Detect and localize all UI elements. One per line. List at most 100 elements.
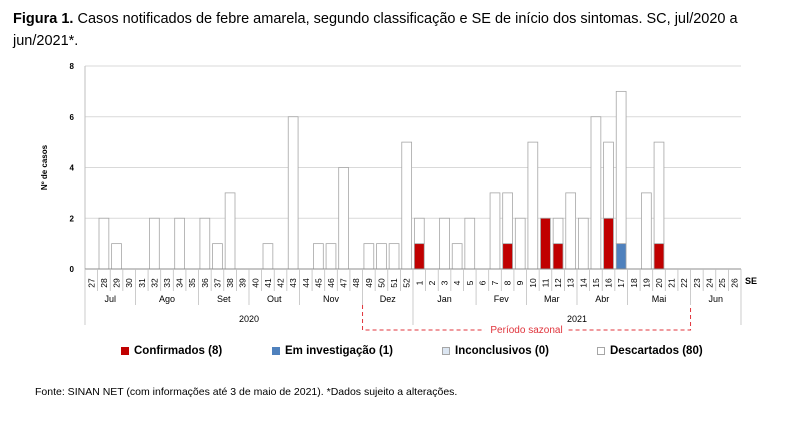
x-tick-label: 51 — [389, 278, 399, 288]
bar-confirmados-se-12 — [552, 243, 564, 270]
x-tick-label: 23 — [692, 278, 702, 288]
bar-descartados-se-4 — [451, 243, 463, 270]
x-tick-label: 30 — [124, 278, 134, 288]
bar-descartados-se-47 — [338, 167, 349, 270]
bar-descartados-se-28 — [98, 217, 110, 270]
legend-swatch-inconclusivos — [442, 347, 450, 355]
x-tick-label: 14 — [578, 278, 588, 288]
bar-descartados-se-9 — [514, 217, 526, 270]
bar-descartados-se-49 — [363, 243, 375, 270]
month-label-mai: Mai — [652, 294, 667, 304]
bar-descartados-se-13 — [565, 192, 577, 270]
seasonal-period-bracket — [362, 305, 692, 331]
bar-descartados-se-36 — [199, 217, 211, 270]
x-tick-label: 3 — [440, 280, 450, 285]
month-label-abr: Abr — [595, 294, 609, 304]
x-tick-label: 15 — [591, 278, 601, 288]
x-tick-label: 29 — [112, 278, 122, 288]
seasonal-period-label: Período sazonal — [490, 325, 562, 336]
x-tick-label: 22 — [679, 278, 689, 288]
x-tick-label: 52 — [402, 278, 412, 288]
x-tick-label: 36 — [200, 278, 210, 288]
x-tick-label: 50 — [376, 278, 386, 288]
x-tick-label: 9 — [515, 280, 525, 285]
x-tick-label: 24 — [704, 278, 714, 288]
x-tick-label: 39 — [238, 278, 248, 288]
month-label-nov: Nov — [323, 294, 340, 304]
x-tick-label: 11 — [540, 278, 550, 287]
bar-descartados-se-46 — [325, 243, 337, 270]
x-tick-label: 46 — [326, 278, 336, 288]
x-tick-label: 44 — [301, 278, 311, 288]
y-tick-label: 4 — [70, 164, 75, 173]
month-label-ago: Ago — [159, 294, 175, 304]
figure-title: Figura 1. Casos notificados de febre ama… — [13, 8, 773, 52]
x-tick-label: 21 — [667, 278, 677, 288]
bar-descartados-se-20 — [653, 141, 665, 245]
bar-confirmados-se-11 — [540, 217, 551, 270]
bar-confirmados-se-16 — [603, 217, 614, 270]
x-tick-label: 2 — [427, 280, 437, 285]
x-tick-label: 5 — [465, 280, 475, 285]
x-tick-label: 17 — [616, 278, 626, 288]
x-tick-label: 18 — [629, 278, 639, 288]
x-tick-label: 20 — [654, 278, 664, 288]
x-tick-label: 45 — [313, 278, 323, 288]
y-tick-label: 6 — [70, 113, 75, 122]
y-axis-title: Nº de casos — [40, 144, 49, 190]
month-label-jun: Jun — [709, 294, 724, 304]
x-tick-label: 7 — [490, 280, 500, 285]
x-tick-label: 37 — [212, 278, 222, 288]
month-label-jan: Jan — [437, 294, 452, 304]
x-tick-label: 48 — [351, 278, 361, 288]
bar-confirmados-se-8 — [502, 243, 513, 270]
legend-label-descartados: Descartados (80) — [610, 345, 703, 357]
year-label-2020: 2020 — [239, 314, 259, 324]
x-tick-label: 32 — [149, 278, 159, 288]
x-tick-label: 19 — [641, 278, 651, 288]
x-tick-label: 43 — [288, 278, 298, 288]
bar-descartados-se-14 — [577, 217, 589, 270]
x-tick-label: 38 — [225, 278, 235, 288]
x-tick-label: 8 — [503, 280, 513, 285]
figure-label: Figura 1. — [13, 11, 74, 27]
bar-descartados-se-50 — [376, 243, 387, 270]
y-tick-label: 0 — [70, 265, 75, 274]
bar-investigacao-se-17 — [615, 243, 627, 270]
bar-descartados-se-19 — [641, 192, 652, 270]
x-tick-label: 26 — [730, 278, 740, 288]
bar-descartados-se-3 — [439, 217, 450, 270]
bar-descartados-se-29 — [111, 243, 122, 270]
x-tick-label: 6 — [477, 280, 487, 285]
month-label-set: Set — [217, 294, 231, 304]
bar-confirmados-se-1 — [413, 243, 425, 270]
legend-label-investigacao: Em investigação (1) — [285, 345, 394, 357]
bar-descartados-se-10 — [527, 141, 539, 270]
x-tick-label: 25 — [717, 278, 727, 288]
legend-swatch-descartados — [597, 347, 605, 355]
x-tick-label: 4 — [452, 280, 462, 285]
x-tick-label: 10 — [528, 278, 538, 288]
bar-descartados-se-8 — [502, 192, 513, 245]
x-tick-label: 28 — [99, 278, 109, 288]
month-label-fev: Fev — [494, 294, 510, 304]
legend-swatch-investigacao — [272, 347, 280, 355]
x-tick-label: 47 — [339, 278, 349, 288]
x-tick-label: 27 — [86, 278, 96, 288]
legend-item-inconclusivos: Inconclusivos (0) — [442, 345, 549, 357]
y-tick-label: 8 — [70, 62, 75, 71]
seasonal-label-background — [484, 323, 569, 336]
bar-descartados-se-34 — [174, 217, 185, 270]
x-tick-label: 49 — [364, 278, 374, 288]
bar-descartados-se-1 — [413, 217, 425, 245]
bar-descartados-se-51 — [388, 243, 400, 270]
legend-swatch-confirmados — [121, 347, 129, 355]
bar-descartados-se-17 — [615, 90, 627, 245]
bar-descartados-se-16 — [603, 141, 614, 219]
bar-descartados-se-52 — [401, 141, 413, 270]
x-tick-label: 12 — [553, 278, 563, 288]
x-tick-label: 31 — [137, 278, 147, 288]
source-note: Fonte: SINAN NET (com informações até 3 … — [35, 386, 458, 398]
legend-item-investigacao: Em investigação (1) — [272, 345, 393, 357]
legend-label-inconclusivos: Inconclusivos (0) — [455, 345, 549, 357]
